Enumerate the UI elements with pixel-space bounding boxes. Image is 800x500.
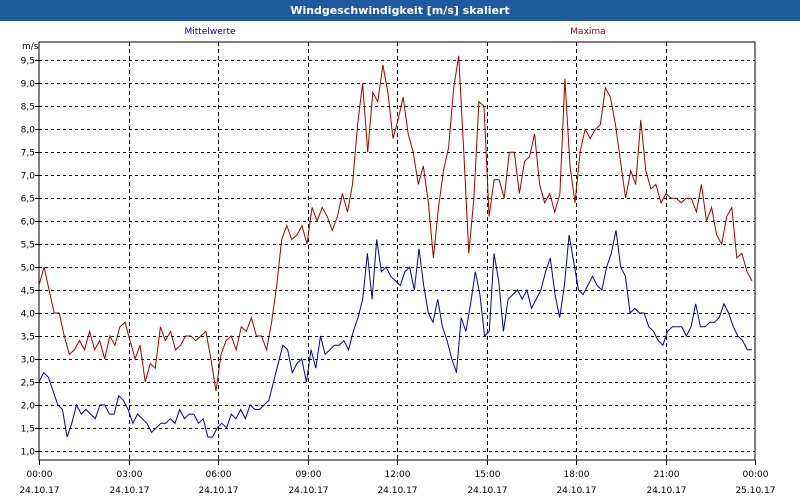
y-tick-label: 8,5	[21, 103, 35, 113]
x-tick-date-label: 25.10.17	[735, 486, 775, 496]
y-tick-label: 8,0	[21, 126, 36, 136]
x-tick-time-label: 03:00	[117, 470, 143, 480]
x-tick-time-label: 18:00	[564, 470, 590, 480]
y-tick-label: 7,5	[21, 149, 35, 159]
x-axis: 00:00 24.10.17 03:00 24.10.17 06:00 24.10.17 0…	[19, 460, 776, 496]
y-tick-label: 1,5	[21, 425, 35, 435]
y-tick-label: 6,5	[21, 195, 35, 205]
chart-title: Windgeschwindigkeit [m/s] skaliert	[0, 0, 800, 21]
y-axis: 1,0 1,5 2,0 2,5 3,0 3,5 4,0 4,5 5,0 5,5 6,0 6,5 7,0 7…	[21, 57, 39, 458]
x-tick-time-label: 15:00	[475, 470, 501, 480]
legend-mittelwerte: Mittelwerte	[184, 27, 235, 37]
x-tick-date-label: 24.10.17	[19, 486, 59, 496]
x-tick-time-label: 06:00	[206, 470, 232, 480]
x-tick-time-label: 12:00	[385, 470, 411, 480]
x-tick-date-label: 24.10.17	[467, 486, 507, 496]
x-tick-date-label: 24.10.17	[198, 486, 238, 496]
y-tick-label: 3,5	[21, 333, 35, 343]
y-tick-label: 4,0	[21, 310, 36, 320]
y-tick-label: 4,5	[21, 287, 35, 297]
y-tick-label: 5,5	[21, 241, 35, 251]
series-line-maxima	[38, 55, 753, 392]
y-tick-label: 6,0	[21, 218, 36, 228]
y-tick-label: 9,5	[21, 57, 35, 67]
y-tick-label: 5,0	[21, 264, 36, 274]
wind-speed-chart: 1,0 1,5 2,0 2,5 3,0 3,5 4,0 4,5 5,0 5,5 6,0 6,5 7,0 7…	[19, 27, 776, 496]
y-tick-label: 9,0	[21, 80, 36, 90]
y-tick-label: 2,5	[21, 379, 35, 389]
x-tick-date-label: 24.10.17	[288, 486, 328, 496]
y-axis-label: m/s	[22, 42, 39, 52]
x-tick-time-label: 00:00	[27, 470, 53, 480]
y-tick-label: 7,0	[21, 172, 36, 182]
x-tick-date-label: 24.10.17	[109, 486, 149, 496]
y-tick-label: 2,0	[21, 402, 36, 412]
x-tick-date-label: 24.10.17	[646, 486, 686, 496]
y-tick-label: 1,0	[21, 448, 36, 458]
grid	[39, 42, 755, 460]
x-tick-time-label: 21:00	[654, 470, 680, 480]
y-tick-label: 3,0	[21, 356, 36, 366]
x-tick-time-label: 09:00	[296, 470, 322, 480]
legend-maxima: Maxima	[570, 27, 605, 37]
x-tick-time-label: 00:00	[743, 470, 769, 480]
x-tick-date-label: 24.10.17	[377, 486, 417, 496]
x-tick-date-label: 24.10.17	[556, 486, 596, 496]
plot-area	[38, 41, 756, 461]
series-line-mittelwerte	[38, 230, 752, 438]
